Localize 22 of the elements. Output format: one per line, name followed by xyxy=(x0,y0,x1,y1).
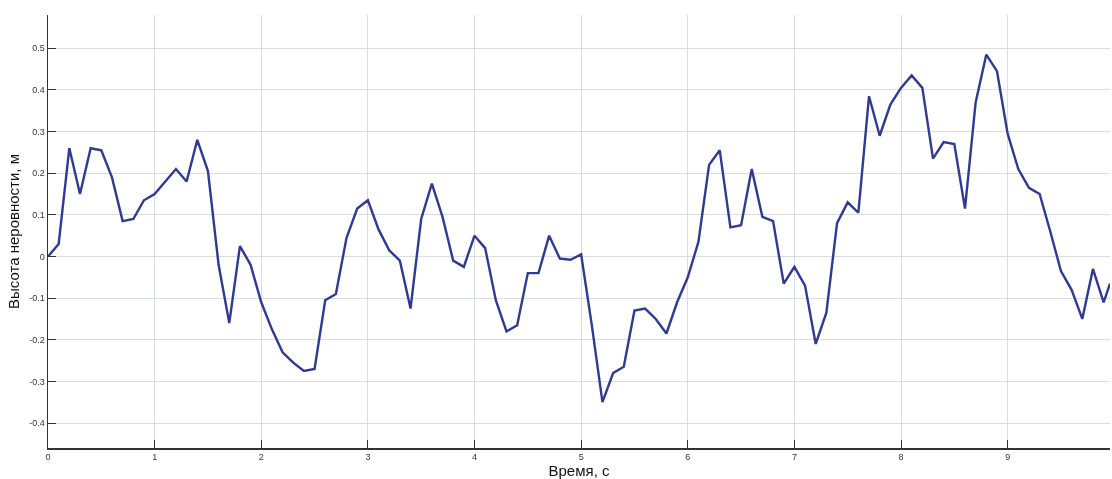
y-tick-label: -0.2 xyxy=(29,334,45,345)
x-tick-label: 9 xyxy=(1005,452,1011,463)
y-tick-label: 0 xyxy=(39,251,45,262)
y-tick-label: 0.2 xyxy=(32,168,45,179)
y-tick-label: 0.1 xyxy=(32,210,45,220)
x-tick-label: 3 xyxy=(365,452,371,463)
x-axis-title: Время, с xyxy=(548,462,610,479)
y-tick-label: 0.4 xyxy=(32,85,45,96)
y-tick-label: -0.3 xyxy=(29,376,45,387)
y-tick-label: 0.3 xyxy=(32,126,45,137)
x-tick-label: 2 xyxy=(258,452,264,463)
line-series xyxy=(48,53,1110,404)
x-tick-label: 7 xyxy=(791,452,797,463)
y-tick-label: -0.4 xyxy=(29,418,45,429)
x-tick-label: 6 xyxy=(685,452,691,463)
y-axis-title: Высота неровности, м xyxy=(4,154,22,309)
x-tick-label: 5 xyxy=(578,452,584,463)
x-tick-label: 4 xyxy=(472,452,478,463)
x-tick-label: 1 xyxy=(152,452,158,463)
x-tick-label: 8 xyxy=(898,452,904,463)
y-tick-label: 0.5 xyxy=(32,43,45,54)
y-tick-label: -0.1 xyxy=(29,293,45,304)
